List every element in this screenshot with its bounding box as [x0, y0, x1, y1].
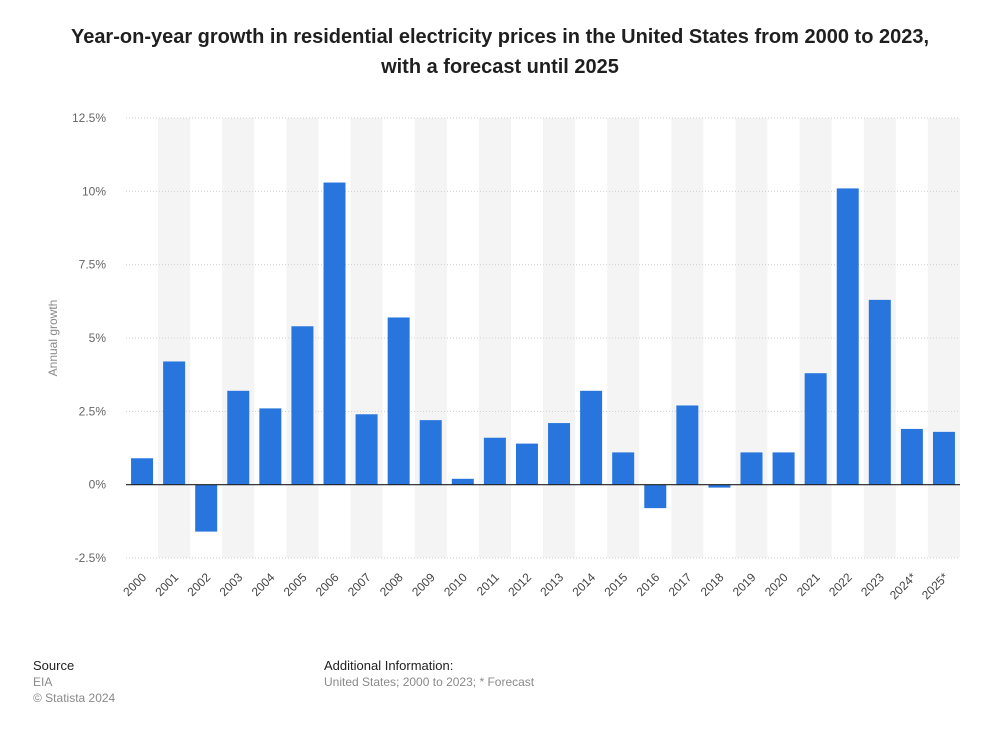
x-tick-label: 2006 [313, 570, 342, 599]
y-tick-label: 12.5% [72, 111, 106, 125]
x-tick-label: 2025* [919, 570, 951, 602]
x-tick-label: 2020 [762, 570, 791, 599]
x-tick-label: 2010 [441, 570, 470, 599]
copyright-text: © Statista 2024 [33, 691, 116, 705]
bar-2017 [676, 405, 699, 485]
x-tick-label: 2014 [569, 570, 598, 599]
y-tick-label: 2.5% [79, 404, 107, 418]
x-tick-label: 2009 [409, 570, 438, 599]
bar-2019 [740, 452, 763, 485]
x-tick-label: 2021 [794, 570, 823, 599]
bar-2005 [291, 326, 314, 485]
bar-2011 [483, 437, 506, 485]
bar-2014 [580, 390, 603, 485]
y-tick-label: 10% [82, 184, 106, 198]
x-tick-label: 2022 [826, 570, 855, 599]
bar-2012 [515, 443, 538, 485]
y-tick-label: 5% [89, 331, 107, 345]
additional-info-value: United States; 2000 to 2023; * Forecast [324, 675, 535, 689]
x-tick-label: 2015 [602, 570, 631, 599]
bar-2001 [163, 361, 186, 485]
additional-info-block: Additional Information: United States; 2… [324, 658, 534, 690]
bar-2000 [131, 458, 154, 485]
y-axis-label: Annual growth [46, 300, 60, 377]
x-tick-label: 2005 [281, 570, 310, 599]
bar-2015 [612, 452, 635, 485]
source-block: Source EIA © Statista 2024 [33, 658, 115, 706]
x-tick-label: 2019 [730, 570, 759, 599]
bar-2008 [387, 317, 410, 485]
column-band [607, 118, 640, 558]
x-tick-label: 2012 [505, 570, 534, 599]
x-tick-label: 2003 [217, 570, 246, 599]
x-tick-label: 2024* [887, 570, 919, 602]
bar-2009 [419, 420, 442, 485]
x-tick-label: 2000 [120, 570, 149, 599]
x-tick-label: 2011 [474, 570, 502, 598]
x-tick-label: 2002 [185, 570, 214, 599]
x-tick-label: 2016 [634, 570, 663, 599]
chart-title: Year-on-year growth in residential elect… [70, 26, 930, 78]
bar-2021 [804, 373, 827, 485]
bar-chart: 12.5% 10% 7.5% 5% 2.5% 0% -2.5% Annual growth 20… [46, 111, 960, 602]
x-tick-label: 2004 [249, 570, 278, 599]
bar-2022 [836, 188, 859, 485]
source-label: Source [33, 658, 75, 673]
x-tick-label: 2023 [858, 570, 887, 599]
bar-2025-forecast [932, 431, 955, 485]
x-tick-label: 2018 [698, 570, 727, 599]
bar-2006 [323, 182, 346, 485]
x-tick-label: 2001 [152, 570, 181, 599]
bar-2002 [195, 484, 218, 532]
additional-info-label: Additional Information: [324, 658, 454, 673]
bar-2013 [548, 423, 571, 485]
y-tick-label: -2.5% [75, 551, 107, 565]
x-tick-label: 2007 [345, 570, 374, 599]
bar-2003 [227, 390, 250, 485]
bar-2024-forecast [900, 428, 923, 485]
bar-2004 [259, 408, 282, 485]
source-value: EIA [33, 675, 53, 689]
x-tick-label: 2008 [377, 570, 406, 599]
x-tick-label: 2017 [666, 570, 695, 599]
x-tick-label: 2013 [537, 570, 566, 599]
bar-2020 [772, 452, 795, 485]
bar-2016 [644, 484, 667, 509]
bar-2007 [355, 414, 378, 485]
bar-2018 [708, 484, 731, 488]
y-tick-label: 0% [89, 478, 107, 492]
bar-2023 [868, 299, 891, 485]
column-band [927, 118, 960, 558]
bar-2010 [451, 478, 474, 485]
y-tick-label: 7.5% [79, 258, 107, 272]
